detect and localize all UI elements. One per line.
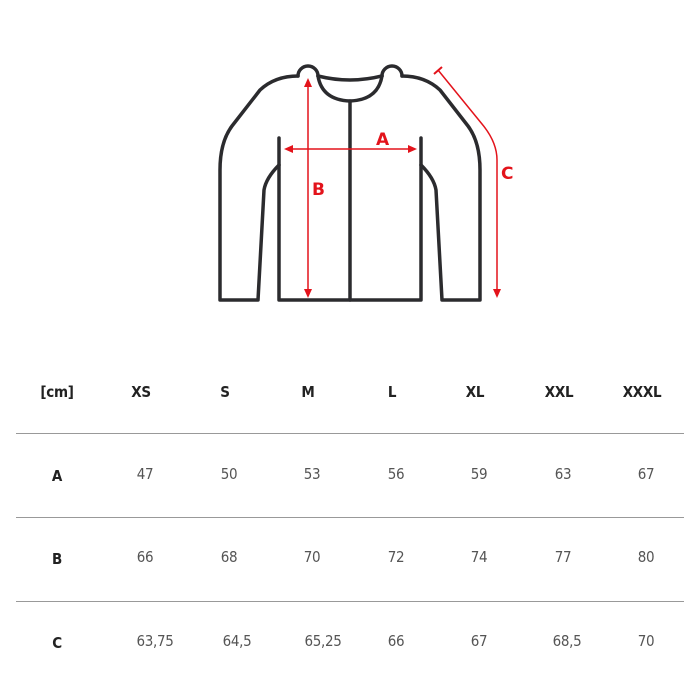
size-header-s: S: [220, 383, 230, 401]
cell-b-xl: 74: [470, 548, 488, 566]
measure-a-arrow-left: [284, 145, 293, 153]
measure-lines: [284, 66, 501, 298]
label-a: A: [376, 130, 390, 150]
cell-b-xxxl: 80: [637, 548, 655, 566]
size-header-xxxl: XXXL: [622, 383, 662, 401]
measure-b-arrow-bottom: [304, 289, 312, 298]
cell-a-m: 53: [303, 465, 321, 483]
measure-c-arrow: [493, 289, 501, 298]
size-header-m: M: [301, 383, 315, 401]
row-label-a: A: [51, 467, 63, 485]
jacket-diagram: A B C: [218, 64, 513, 302]
cell-b-l: 72: [387, 548, 405, 566]
label-b: B: [312, 180, 325, 200]
measure-a-arrow-right: [408, 145, 417, 153]
cell-b-s: 68: [220, 548, 238, 566]
cell-a-xs: 47: [136, 465, 154, 483]
cell-c-xs: 63,75: [136, 632, 174, 650]
cell-b-xs: 66: [136, 548, 154, 566]
label-c: C: [501, 164, 513, 184]
measure-c-line: [437, 69, 498, 292]
cell-b-m: 70: [303, 548, 321, 566]
row-label-c: C: [52, 634, 62, 652]
cell-b-xxl: 77: [554, 548, 572, 566]
cell-c-xxl: 68,5: [552, 632, 582, 650]
measure-b-arrow-top: [304, 78, 312, 87]
size-header-l: L: [387, 383, 397, 401]
cell-c-xxxl: 70: [637, 632, 655, 650]
divider: [16, 601, 684, 602]
size-header-xs: XS: [131, 383, 151, 401]
divider: [16, 433, 684, 434]
cell-a-s: 50: [220, 465, 238, 483]
divider: [16, 517, 684, 518]
jacket-outline: [218, 64, 482, 302]
cell-a-xxl: 63: [554, 465, 572, 483]
row-label-b: B: [52, 550, 62, 568]
cell-a-xxxl: 67: [637, 465, 655, 483]
cell-c-m: 65,25: [304, 632, 342, 650]
cell-c-xl: 67: [470, 632, 488, 650]
size-header-xl: XL: [465, 383, 485, 401]
cell-a-l: 56: [387, 465, 405, 483]
unit-header: [cm]: [40, 383, 74, 401]
cell-a-xl: 59: [470, 465, 488, 483]
cell-c-l: 66: [387, 632, 405, 650]
cell-c-s: 64,5: [222, 632, 252, 650]
size-header-xxl: XXL: [544, 383, 574, 401]
